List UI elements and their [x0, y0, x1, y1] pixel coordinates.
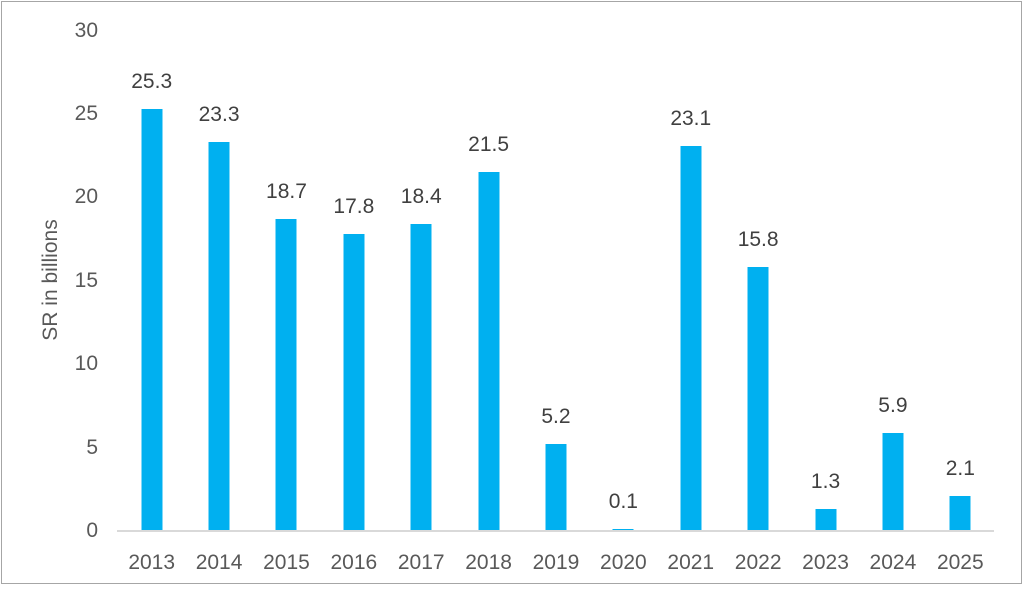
y-tick-label: 10 [74, 352, 98, 376]
x-tick-label: 2025 [936, 551, 984, 574]
bar-slot: 21.5 [455, 0, 522, 531]
bar-2018 [478, 172, 500, 531]
y-tick-label: 25 [74, 101, 98, 125]
bar-value-label: 18.7 [266, 180, 307, 203]
bar-value-label: 5.2 [541, 405, 571, 428]
bar-slot: 15.8 [724, 0, 791, 531]
bar-2014 [208, 142, 230, 531]
y-tick-label: 15 [74, 268, 98, 292]
bar-value-label: 5.9 [878, 394, 908, 417]
bar-2021 [680, 146, 702, 531]
x-tick-label: 2019 [532, 551, 580, 574]
x-tick-label: 2014 [195, 551, 243, 574]
x-axis: 2013 2014 2015 2016 2017 2018 2019 2020 2021 2022… [118, 548, 994, 578]
bar-2017 [410, 224, 432, 531]
bar-slot: 2.1 [927, 0, 994, 531]
bar-value-label: 21.5 [468, 133, 510, 156]
bar-2024 [882, 433, 904, 531]
x-tick-label: 2021 [667, 551, 715, 574]
bar-slot: 0.1 [590, 0, 657, 531]
x-tick-label: 2016 [330, 551, 378, 574]
bar-slot: 5.9 [859, 0, 926, 531]
bar-value-label: 23.1 [670, 107, 712, 130]
bar-slot: 25.3 [118, 0, 185, 531]
bar-slot: 17.8 [320, 0, 387, 531]
x-tick-label: 2015 [263, 551, 310, 574]
bar-value-label: 1.3 [810, 470, 841, 493]
bar-2025 [949, 496, 971, 531]
x-tick-label: 2023 [802, 551, 849, 574]
bar-value-label: 25.3 [131, 70, 173, 93]
x-tick-label: 2017 [397, 551, 445, 574]
y-tick-label: 20 [74, 185, 98, 209]
y-tick-label: 30 [74, 18, 98, 42]
bar-slot: 1.3 [792, 0, 859, 531]
bar-value-label: 17.8 [333, 195, 375, 218]
bar-value-label: 0.1 [608, 490, 638, 513]
bar-2016 [343, 234, 365, 531]
bar-2019 [545, 444, 567, 531]
bar-2022 [747, 267, 769, 531]
y-tick-label: 5 [86, 435, 98, 459]
x-tick-label: 2020 [600, 551, 647, 574]
bar-value-label: 15.8 [737, 228, 779, 251]
bar-value-label: 2.1 [945, 457, 975, 480]
x-tick-label: 2024 [869, 551, 917, 574]
x-tick-label: 2013 [128, 551, 176, 574]
bar-value-label: 23.3 [198, 103, 240, 126]
bar-2013 [141, 109, 163, 531]
bar-value-label: 18.4 [400, 185, 442, 208]
x-tick-label: 2022 [734, 551, 782, 574]
bar-2015 [275, 219, 297, 531]
bar-slot: 23.1 [657, 0, 724, 531]
plot-area: 25.3 23.3 18.7 17.8 18.4 21.5 5.2 0.1 23.1 15.8 1.… [118, 0, 994, 531]
x-axis-line [117, 530, 994, 532]
bar-2023 [815, 509, 837, 531]
bar-slot: 5.2 [522, 0, 589, 531]
bar-slot: 23.3 [185, 0, 252, 531]
bar-slot: 18.7 [253, 0, 320, 531]
bar-slot: 18.4 [388, 0, 455, 531]
x-tick-label: 2018 [465, 551, 512, 574]
y-tick-label: 0 [86, 519, 98, 542]
